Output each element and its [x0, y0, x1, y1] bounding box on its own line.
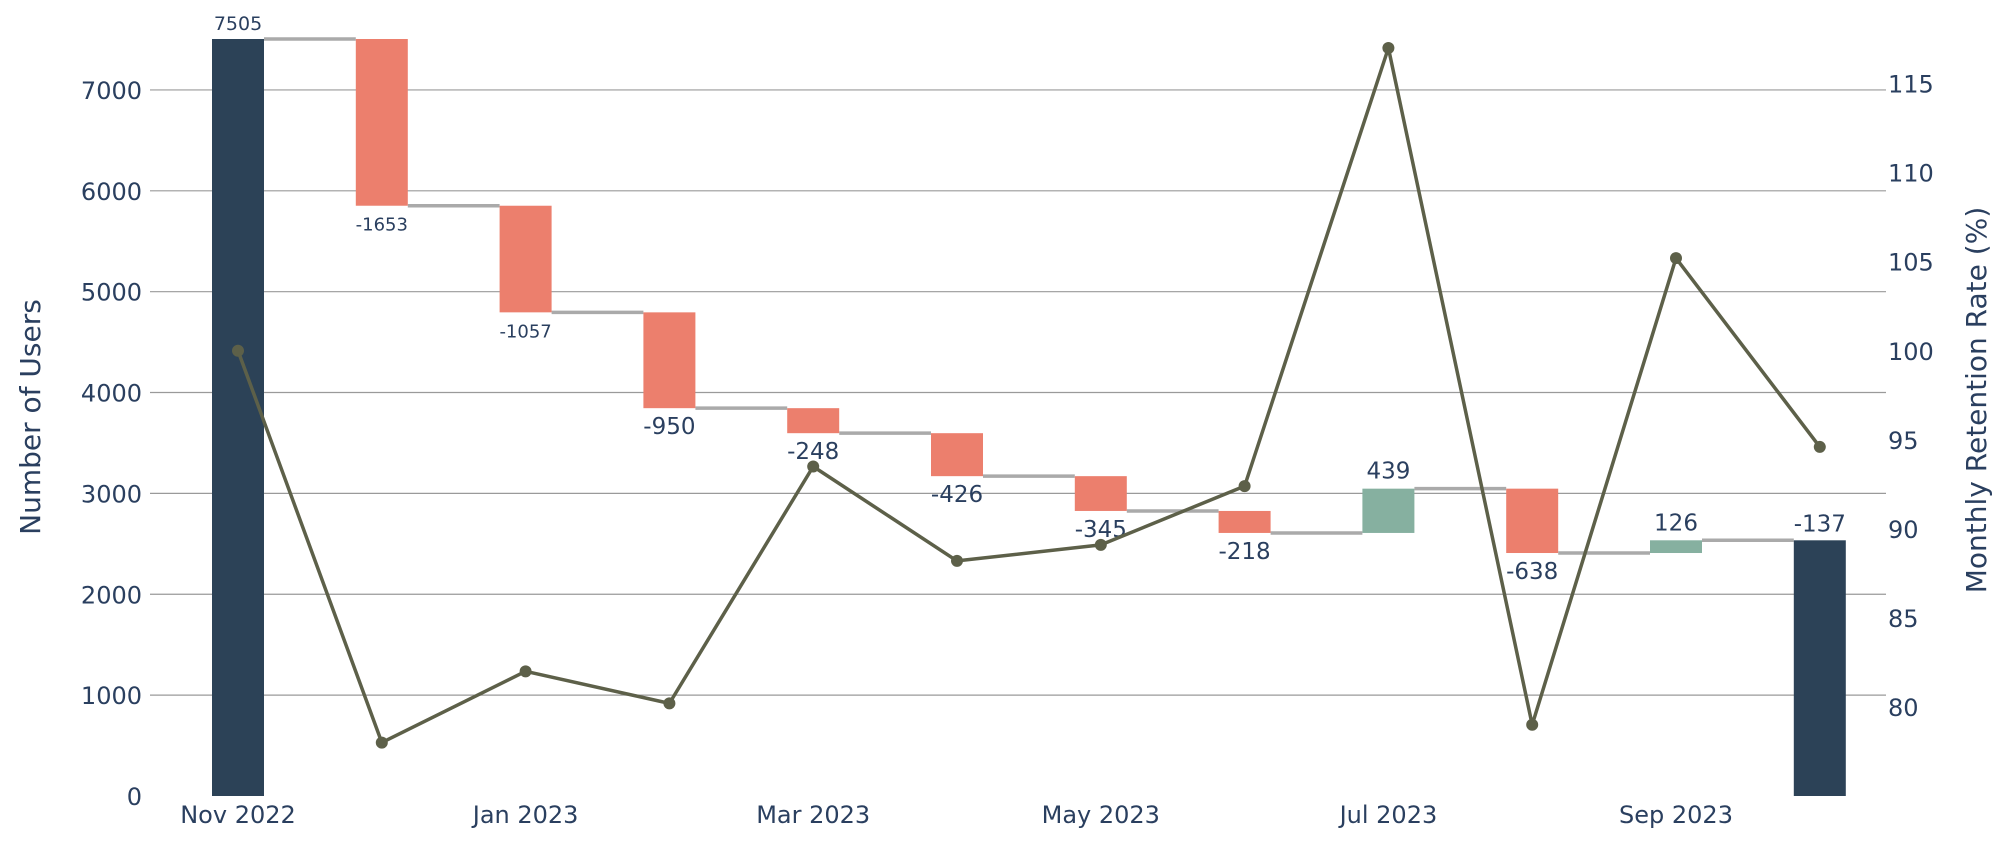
y-right-tick-label: 95	[1888, 427, 1919, 455]
y-right-tick-label: 100	[1888, 338, 1934, 366]
y-left-tick-label: 6000	[81, 178, 142, 206]
y-left-tick-label: 4000	[81, 380, 142, 408]
bar-value-label: 439	[1366, 459, 1410, 485]
y-axis-left-title: Number of Users	[14, 299, 47, 535]
retention-line	[236, 46, 1822, 745]
x-tick-label: Nov 2022	[180, 801, 296, 829]
retention-point	[1670, 252, 1682, 265]
retention-point	[807, 460, 820, 473]
y-left-tick-label: 7000	[81, 77, 142, 105]
y-left-tick-label: 3000	[81, 480, 142, 508]
x-tick-label: Sep 2023	[1619, 801, 1733, 829]
bar-value-label: 126	[1654, 510, 1698, 536]
connector-layer	[264, 37, 1794, 555]
axis-layer: 0 1000 2000 3000 4000 5000 6000 7000 80 85 90 95 100…	[81, 71, 1934, 829]
y-left-tick-label: 0	[127, 783, 142, 811]
y-left-tick-label: 2000	[81, 581, 142, 609]
bar-value-label: -218	[1218, 539, 1270, 565]
retention-point	[1813, 440, 1826, 453]
decrease-bar	[787, 408, 840, 434]
grid-layer	[150, 89, 1886, 696]
x-tick-label: Jul 2023	[1338, 801, 1438, 829]
y-left-tick-label: 5000	[81, 279, 142, 307]
retention-point	[1382, 42, 1395, 54]
bar-value-label: -137	[1794, 511, 1846, 537]
increase-bar	[1650, 540, 1702, 554]
y-right-tick-label: 105	[1888, 249, 1934, 277]
retention-point	[663, 697, 676, 710]
retention-point	[1526, 718, 1539, 731]
y-right-tick-label: 110	[1888, 160, 1934, 188]
bar-layer	[212, 39, 1846, 796]
decrease-bar	[931, 433, 983, 477]
decrease-bar	[355, 39, 408, 206]
bar-value-label: -1653	[356, 215, 408, 236]
total-bar	[212, 39, 264, 796]
y-right-tick-label: 90	[1888, 516, 1919, 544]
retention-point	[232, 344, 244, 357]
bar-label-layer: 7505-1653-1057-950-248-426-345-218439-63…	[214, 13, 1846, 585]
y-right-tick-label: 85	[1888, 605, 1919, 633]
y-axis-right-title: Monthly Retention Rate (%)	[1960, 207, 1993, 593]
decrease-bar	[1218, 510, 1271, 533]
y-right-tick-label: 80	[1888, 694, 1919, 722]
decrease-bar	[643, 312, 696, 409]
retention-point	[1094, 538, 1107, 551]
bar-value-label: -1057	[499, 321, 551, 342]
decrease-bar	[499, 205, 552, 313]
x-tick-label: May 2023	[1042, 801, 1160, 829]
bar-value-label: -950	[643, 414, 695, 440]
increase-bar	[1362, 488, 1415, 533]
retention-line-layer	[232, 42, 1826, 749]
decrease-bar	[1074, 476, 1127, 511]
x-tick-label: Jan 2023	[471, 801, 579, 829]
bar-value-label: 7505	[214, 13, 262, 35]
bar-value-label: -426	[931, 482, 983, 508]
x-tick-label: Mar 2023	[756, 801, 870, 829]
retention-point	[519, 665, 532, 678]
y-right-tick-label: 115	[1888, 71, 1934, 99]
y-left-tick-label: 1000	[81, 682, 142, 710]
retention-point	[951, 554, 963, 567]
total-bar	[1793, 540, 1846, 796]
retention-point	[1238, 480, 1251, 493]
bar-value-label: -638	[1506, 559, 1558, 585]
decrease-bar	[1506, 488, 1559, 554]
retention-point	[375, 736, 388, 749]
